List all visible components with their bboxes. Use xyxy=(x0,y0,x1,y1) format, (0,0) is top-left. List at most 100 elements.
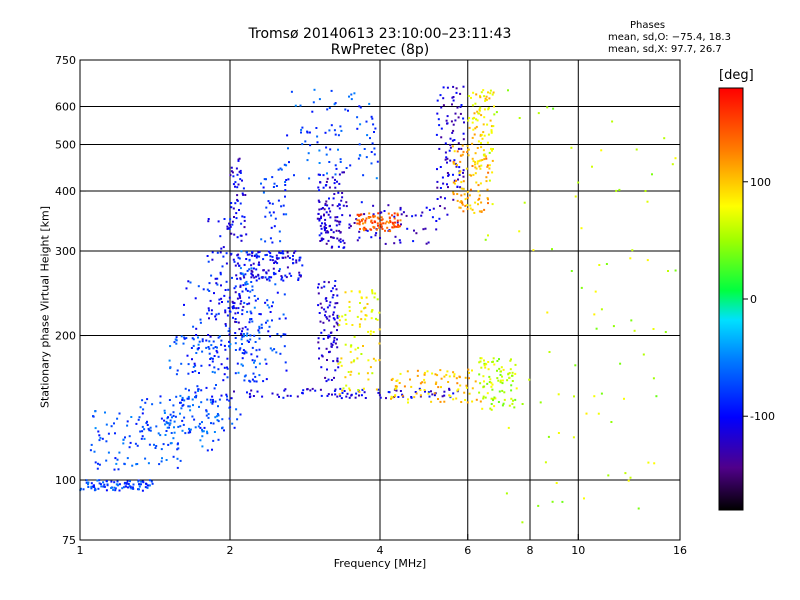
echo-point xyxy=(285,369,288,372)
echo-point xyxy=(490,131,493,134)
echo-point xyxy=(326,108,329,111)
echo-point xyxy=(243,352,246,355)
echo-point xyxy=(394,235,397,238)
echo-point xyxy=(418,387,421,390)
echo-point xyxy=(348,396,351,399)
echo-point xyxy=(478,210,481,213)
echo-point xyxy=(335,288,338,291)
echo-point xyxy=(375,317,377,320)
echo-point xyxy=(231,223,234,226)
echo-point xyxy=(324,202,327,205)
echo-point xyxy=(487,198,489,201)
echo-point xyxy=(484,366,487,369)
echo-point xyxy=(114,457,117,460)
echo-point xyxy=(237,253,240,256)
echo-point xyxy=(365,156,368,159)
echo-point xyxy=(597,412,600,415)
echo-point xyxy=(291,258,294,261)
echo-point xyxy=(387,391,390,393)
echo-point xyxy=(140,483,142,486)
echo-point xyxy=(98,434,101,437)
echo-point xyxy=(271,176,274,179)
echo-point xyxy=(439,166,442,168)
echo-point xyxy=(318,234,321,237)
echo-point xyxy=(97,487,100,490)
echo-point xyxy=(128,446,131,449)
echo-point xyxy=(493,105,495,108)
echo-point xyxy=(468,392,471,395)
echo-point xyxy=(320,306,323,309)
echo-point xyxy=(419,394,422,397)
echo-point xyxy=(143,437,146,440)
echo-point xyxy=(223,429,225,432)
echo-point xyxy=(353,222,356,224)
echo-point xyxy=(338,393,341,396)
echo-point xyxy=(360,353,363,355)
echo-point xyxy=(244,326,247,329)
echo-point xyxy=(192,325,195,328)
echo-point xyxy=(241,192,244,195)
echo-point xyxy=(482,375,485,378)
echo-point xyxy=(217,414,220,417)
echo-point xyxy=(220,363,223,366)
echo-point xyxy=(191,371,194,373)
echo-point xyxy=(452,392,455,395)
echo-point xyxy=(436,112,439,115)
echo-point xyxy=(338,315,341,318)
echo-point xyxy=(126,480,129,483)
echo-point xyxy=(225,393,228,396)
y-tick-label: 200 xyxy=(55,330,76,343)
echo-point xyxy=(243,301,246,304)
echo-point xyxy=(451,131,454,134)
echo-point xyxy=(328,207,331,210)
echo-point xyxy=(460,154,463,157)
echo-point xyxy=(479,96,482,99)
echo-point xyxy=(151,403,154,406)
echo-point xyxy=(141,480,144,483)
echo-point xyxy=(463,391,466,394)
echo-point xyxy=(476,110,479,113)
echo-point xyxy=(251,378,254,381)
echo-point xyxy=(344,376,347,379)
echo-point xyxy=(399,206,402,209)
echo-point xyxy=(225,252,228,255)
echo-point xyxy=(399,219,402,222)
echo-point xyxy=(320,366,323,369)
echo-point xyxy=(183,337,186,340)
echo-point xyxy=(479,106,482,109)
echo-point xyxy=(191,398,194,401)
echo-point xyxy=(239,272,242,275)
echo-point xyxy=(159,395,162,398)
echo-point xyxy=(139,406,142,409)
echo-point xyxy=(236,198,239,201)
echo-point xyxy=(292,254,294,257)
echo-point xyxy=(461,203,464,206)
echo-point xyxy=(312,101,315,104)
echo-point xyxy=(457,388,460,391)
echo-point xyxy=(358,291,361,294)
echo-point xyxy=(269,335,272,338)
echo-point xyxy=(455,165,458,168)
echo-point xyxy=(340,397,343,400)
echo-point xyxy=(341,192,344,194)
echo-point xyxy=(326,359,328,361)
echo-point xyxy=(231,306,234,309)
echo-point xyxy=(137,418,140,421)
echo-point xyxy=(436,186,439,189)
echo-point xyxy=(364,306,367,309)
echo-point xyxy=(466,204,469,207)
echo-point xyxy=(476,119,479,122)
echo-point xyxy=(332,236,335,239)
echo-point xyxy=(209,299,212,302)
echo-point xyxy=(373,215,376,218)
echo-point xyxy=(295,261,298,264)
echo-point xyxy=(186,354,189,357)
echo-point xyxy=(146,420,148,423)
echo-point xyxy=(260,182,262,185)
echo-point xyxy=(288,257,291,259)
echo-point xyxy=(463,121,465,124)
echo-point xyxy=(212,400,214,403)
echo-point xyxy=(496,369,498,372)
echo-point xyxy=(208,340,211,343)
echo-point xyxy=(449,146,452,149)
